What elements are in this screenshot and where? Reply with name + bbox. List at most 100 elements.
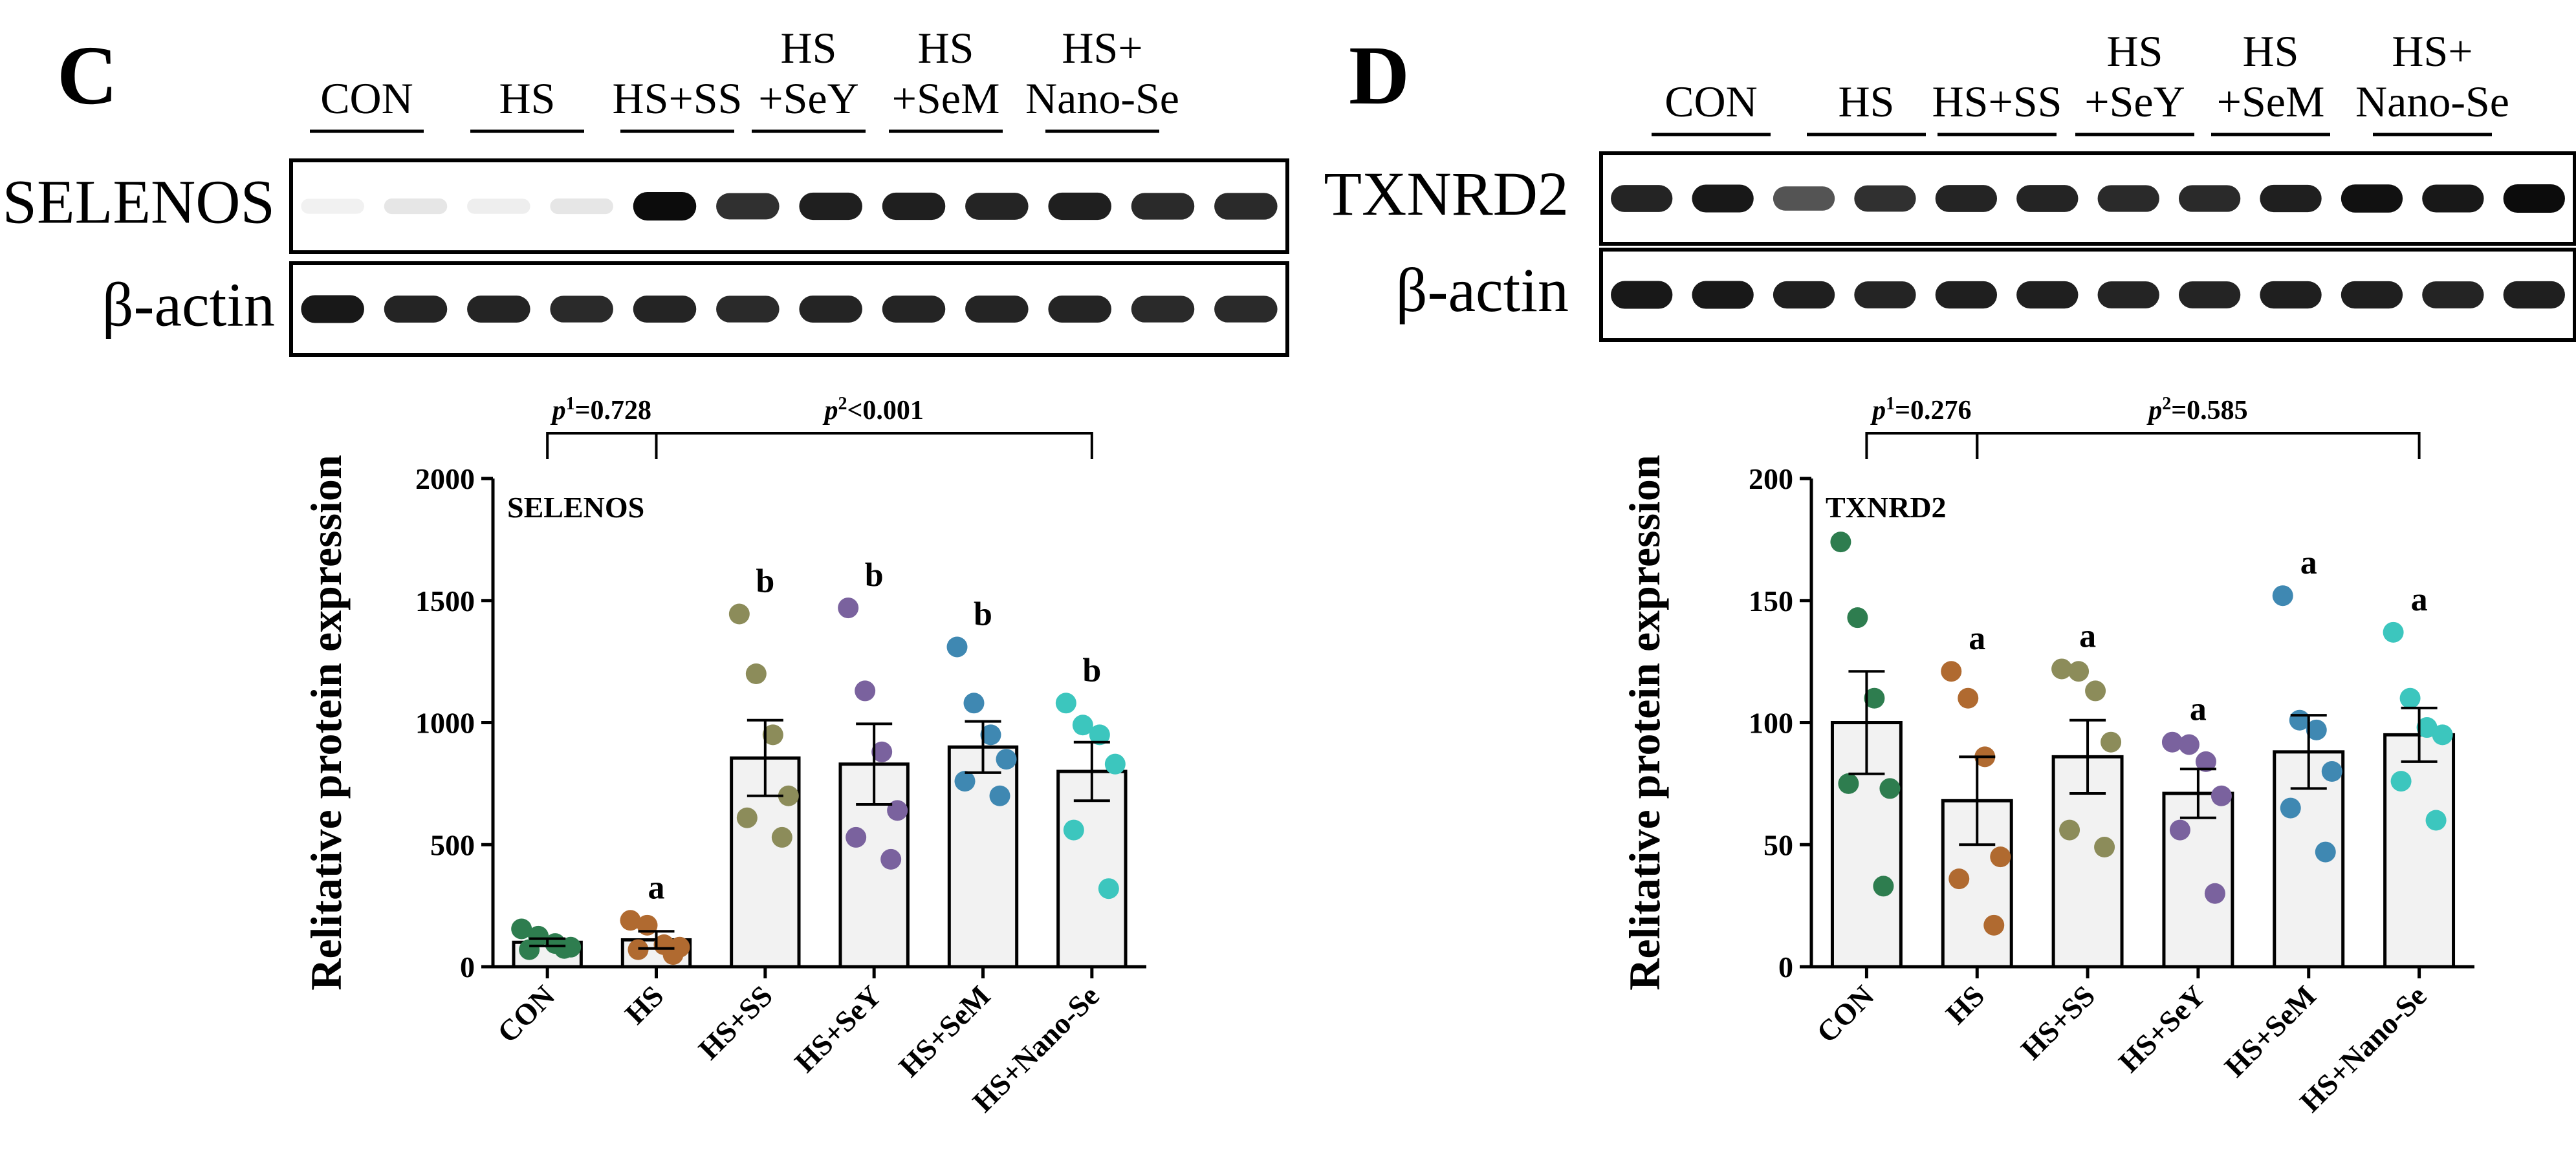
- data-point: [2383, 621, 2404, 643]
- blot-frame: [1599, 151, 2576, 246]
- data-point: [2416, 717, 2438, 738]
- lane-header: HS: [1839, 77, 1895, 126]
- chart-title: TXNRD2: [1826, 491, 1947, 524]
- data-point: [762, 724, 783, 746]
- blot-band: [882, 296, 946, 323]
- blot-band: [2016, 185, 2079, 212]
- data-point: [771, 826, 792, 848]
- data-point: [1948, 868, 1970, 890]
- lane-header: HS: [918, 23, 974, 72]
- bracket-1: [1865, 432, 1979, 459]
- y-tick-label: 1000: [415, 707, 475, 740]
- blot-band: [384, 296, 448, 323]
- p-value: =0.728: [575, 396, 651, 425]
- data-point: [1990, 846, 2011, 868]
- blot-row-label: TXNRD2: [1324, 159, 1569, 228]
- data-point: [2432, 724, 2453, 746]
- p-superscript: 1: [1886, 394, 1895, 414]
- x-tick-label: HS+SeM: [892, 979, 996, 1083]
- blot-band: [550, 296, 613, 323]
- data-point: [2399, 687, 2421, 709]
- lane-header: HS+SS: [1932, 77, 2062, 126]
- data-point: [1072, 715, 1093, 736]
- data-point: [2085, 680, 2106, 702]
- significance-brackets: p1=0.276 p2=0.585: [1865, 394, 2421, 459]
- lane-header: HS: [2107, 27, 2163, 76]
- blot-band: [1131, 193, 1195, 220]
- blot-band: [1048, 192, 1111, 221]
- data-point: [980, 724, 1001, 746]
- blot-band: [1854, 185, 1916, 212]
- y-tick-label: 0: [1778, 951, 1793, 984]
- data-point: [1063, 819, 1084, 841]
- y-tick-label: 1500: [415, 585, 475, 618]
- p-value-label: p1=0.728: [551, 394, 651, 426]
- bracket-2: [1976, 432, 2421, 459]
- y-tick-label: 200: [1749, 462, 1793, 495]
- panel-c: C CON HS HS+SSHS+SeYHS+SeMHS+Nano-SeSELENOS…: [3, 23, 1289, 1118]
- data-point: [519, 939, 540, 960]
- bar-chart-d: 0 50 100 150 200 Relitative protein expressio…: [1620, 394, 2474, 1118]
- data-point: [2210, 785, 2232, 806]
- y-tick-label: 0: [460, 951, 475, 984]
- data-point: [1958, 687, 1979, 709]
- data-point: [728, 603, 750, 625]
- lane-header: CON: [1665, 77, 1758, 126]
- blot-band: [1935, 185, 1998, 212]
- significance-letter: a: [648, 869, 665, 906]
- blot-band: [384, 198, 448, 215]
- blot-band: [965, 296, 1029, 323]
- p-symbol: p: [551, 396, 566, 425]
- p-superscript: 2: [2162, 394, 2171, 414]
- data-point: [2204, 883, 2225, 904]
- blot-band: [799, 296, 862, 323]
- blot-band: [1692, 184, 1754, 213]
- x-tick-label: HS: [1939, 979, 1991, 1030]
- lane-header: +SeY: [758, 74, 858, 123]
- lane-header: HS+SS: [613, 74, 743, 123]
- lane-header: HS: [781, 23, 837, 72]
- y-axis-label: Relitative protein expression: [301, 455, 351, 991]
- lane-header: +SeY: [2084, 77, 2185, 126]
- x-tick-label: HS+SS: [692, 979, 779, 1066]
- blot-band: [301, 199, 364, 214]
- lane-header: HS+: [1062, 23, 1142, 72]
- significance-letter: b: [865, 557, 884, 594]
- data-point: [2425, 810, 2447, 831]
- data-point: [511, 918, 532, 940]
- data-point: [778, 785, 799, 806]
- data-point: [620, 910, 641, 931]
- lane-header: Nano-Se: [1025, 74, 1179, 123]
- blot-band: [2422, 281, 2484, 308]
- blot-band: [1773, 281, 1835, 309]
- data-point: [2195, 751, 2216, 772]
- blot-band: [1131, 296, 1195, 323]
- data-point: [1104, 753, 1126, 775]
- data-point: [2169, 819, 2190, 841]
- panel-letter: D: [1349, 29, 1410, 122]
- data-point: [1838, 773, 1859, 794]
- blot-band: [2260, 184, 2322, 213]
- data-point: [871, 741, 893, 762]
- y-axis-label: Relitative protein expression: [1620, 455, 1669, 991]
- blot-band: [2341, 281, 2403, 309]
- blot-band: [2178, 281, 2241, 308]
- blot-frame: [289, 158, 1289, 254]
- data-point: [880, 848, 902, 870]
- blot-band: [716, 296, 780, 323]
- significance-letter: b: [756, 563, 774, 600]
- data-point: [2161, 731, 2183, 753]
- blot-band: [2503, 281, 2565, 309]
- lane-header: HS+: [2392, 27, 2472, 76]
- data-point: [2178, 734, 2199, 755]
- x-tick-label: HS+SS: [2014, 979, 2101, 1066]
- bracket-2: [655, 432, 1093, 459]
- y-tick-label: 2000: [415, 462, 475, 495]
- blot-band: [467, 296, 530, 323]
- significance-letter: b: [1082, 652, 1101, 689]
- significance-letter: b: [974, 596, 992, 632]
- data-point: [1879, 778, 1901, 799]
- panel-d: D CON HS HS+SSHS+SeYHS+SeMHS+Nano-SeTXNRD2β…: [1324, 27, 2576, 1118]
- data-point: [2094, 837, 2115, 858]
- data-point: [1055, 693, 1076, 714]
